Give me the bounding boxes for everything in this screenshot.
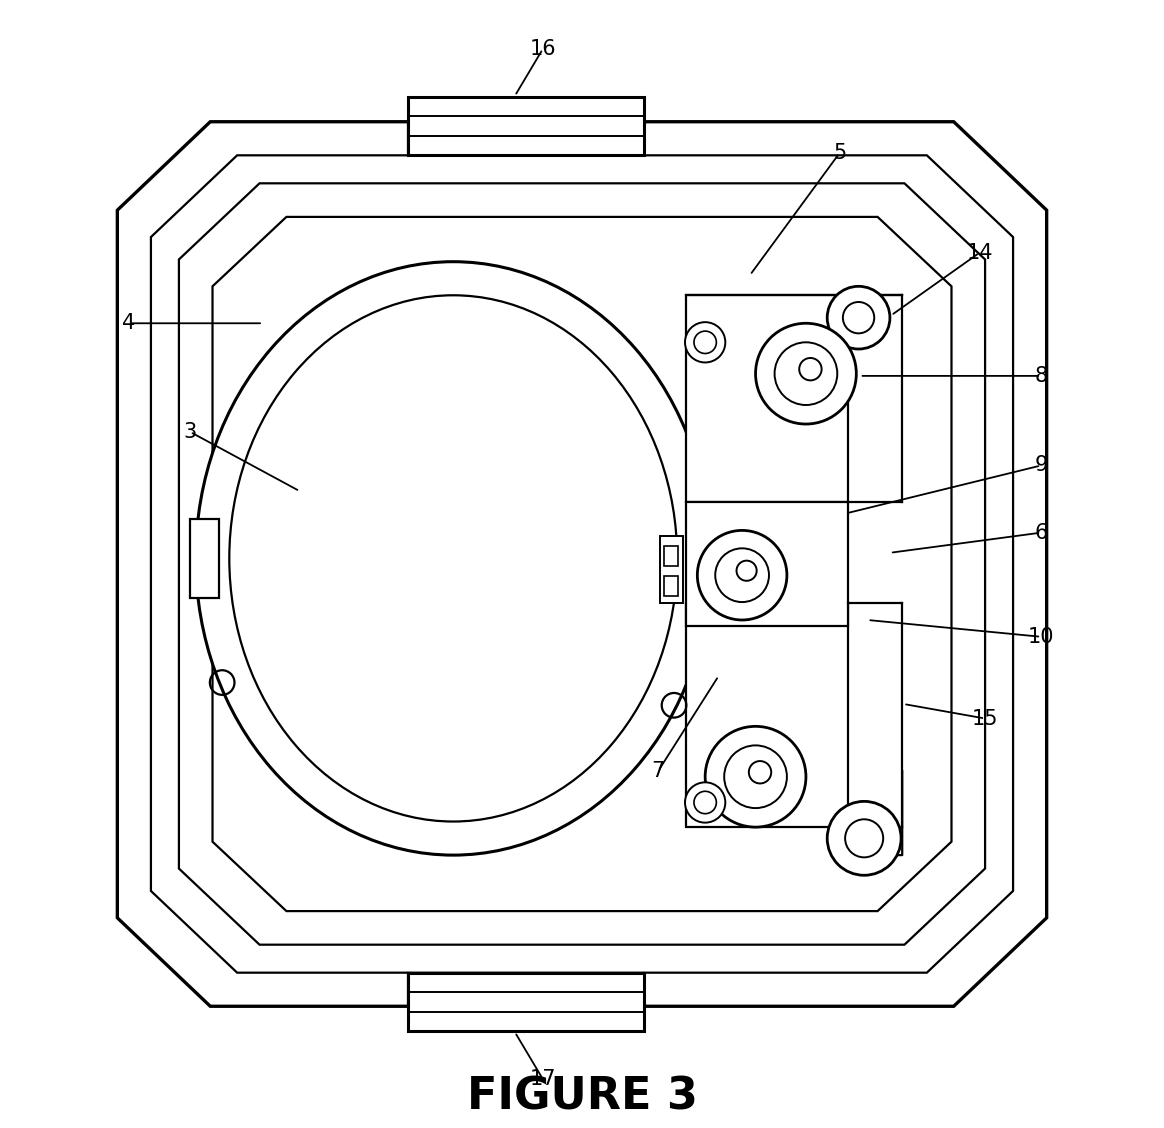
Text: FIGURE 3: FIGURE 3 (467, 1075, 697, 1118)
Bar (663, 546, 679, 566)
Polygon shape (118, 122, 1046, 1006)
Text: 9: 9 (1035, 456, 1048, 476)
Text: 8: 8 (1035, 365, 1048, 386)
Bar (190, 519, 219, 598)
Ellipse shape (684, 323, 725, 362)
Text: 4: 4 (122, 314, 135, 333)
Text: 10: 10 (1028, 627, 1055, 646)
Text: 14: 14 (966, 243, 993, 263)
Text: 6: 6 (1035, 522, 1048, 543)
Text: 5: 5 (833, 143, 846, 164)
Ellipse shape (705, 726, 805, 827)
Text: 7: 7 (652, 761, 665, 781)
Ellipse shape (697, 530, 787, 620)
Bar (686, 603, 849, 827)
Ellipse shape (828, 287, 890, 349)
Ellipse shape (755, 324, 857, 424)
Bar (409, 972, 644, 1031)
Text: 3: 3 (184, 422, 197, 442)
Bar (409, 97, 644, 156)
Text: 15: 15 (972, 708, 999, 729)
Text: 16: 16 (530, 39, 556, 59)
Bar (686, 296, 849, 502)
Bar (663, 576, 679, 597)
Bar (660, 536, 683, 603)
Ellipse shape (684, 783, 725, 822)
Ellipse shape (196, 262, 711, 855)
Polygon shape (213, 217, 951, 911)
Bar (686, 502, 849, 626)
Text: 17: 17 (530, 1069, 556, 1089)
Ellipse shape (828, 801, 901, 875)
